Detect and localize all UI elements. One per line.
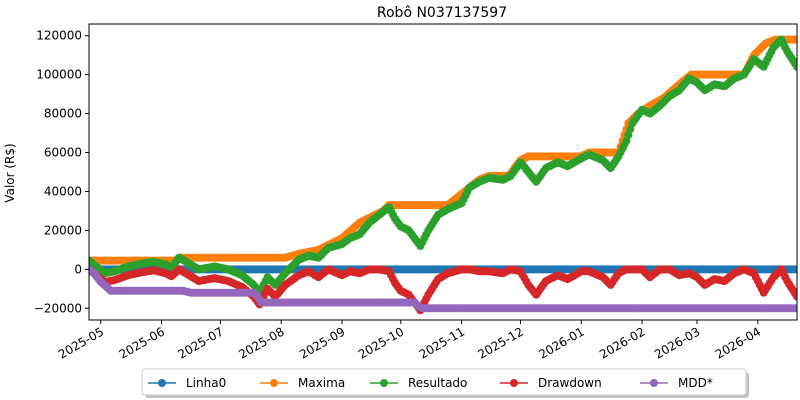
legend-label: MDD* (678, 376, 713, 390)
series-resultado (89, 35, 797, 297)
legend-label: Linha0 (186, 376, 226, 390)
series-mdd (89, 265, 797, 313)
y-tick-label: 60000 (44, 146, 82, 160)
x-tick-label: 2025-07 (175, 324, 225, 361)
chart-title: Robô N037137597 (377, 5, 507, 21)
legend-swatch-marker (270, 379, 278, 387)
legend-item-resultado: Resultado (370, 376, 467, 390)
y-tick-label: 80000 (44, 107, 82, 121)
data-point-linha0 (793, 265, 797, 274)
legend-item-mdd: MDD* (640, 376, 713, 390)
x-tick-label: 2026-01 (536, 324, 586, 361)
x-tick-label: 2026-02 (597, 324, 647, 361)
x-axis: 2025-05 2025-06 2025-07 2025-08 2025-09 2025-… (56, 320, 763, 362)
data-point-resultado (793, 62, 797, 71)
y-tick-label: 120000 (36, 29, 82, 43)
y-tick-label: 20000 (44, 223, 82, 237)
x-tick-label: 2025-12 (476, 324, 526, 361)
data-point-drawdown (793, 292, 797, 301)
legend-item-drawdown: Drawdown (500, 376, 602, 390)
y-tick-label: −20000 (34, 301, 82, 315)
y-tick-label: 100000 (36, 68, 82, 82)
y-tick-label: 40000 (44, 184, 82, 198)
x-tick-label: 2025-08 (236, 324, 286, 361)
x-tick-label: 2026-03 (652, 324, 702, 361)
y-axis-label: Valor (R$) (3, 143, 17, 202)
legend-item-linha0: Linha0 (148, 376, 226, 390)
data-point-maxima (793, 35, 797, 44)
legend-label: Drawdown (538, 376, 602, 390)
x-tick-label: 2025-09 (297, 324, 347, 361)
x-tick-label: 2026-04 (713, 324, 763, 361)
x-tick-label: 2025-05 (56, 324, 106, 361)
y-tick-label: 0 (74, 262, 82, 276)
legend-swatch-marker (510, 379, 518, 387)
legend-label: Resultado (408, 376, 467, 390)
data-point-mdd (793, 304, 797, 313)
legend-swatch-marker (158, 379, 166, 387)
legend-label: Maxima (298, 376, 345, 390)
plot-frame (88, 23, 798, 321)
y-axis: −20000 0 20000 40000 60000 80000 100000 120000 (34, 29, 89, 315)
legend-item-maxima: Maxima (260, 376, 345, 390)
series-maxima (89, 35, 797, 265)
x-tick-label: 2025-11 (417, 324, 467, 361)
legend-swatch-marker (380, 379, 388, 387)
legend-swatch-marker (650, 379, 658, 387)
series-layer (89, 35, 797, 315)
legend: Linha0 Maxima Resultado Drawdown MDD* (141, 368, 749, 398)
legend-box (141, 368, 747, 396)
x-tick-label: 2025-10 (356, 324, 406, 361)
x-tick-label: 2025-06 (117, 324, 167, 361)
